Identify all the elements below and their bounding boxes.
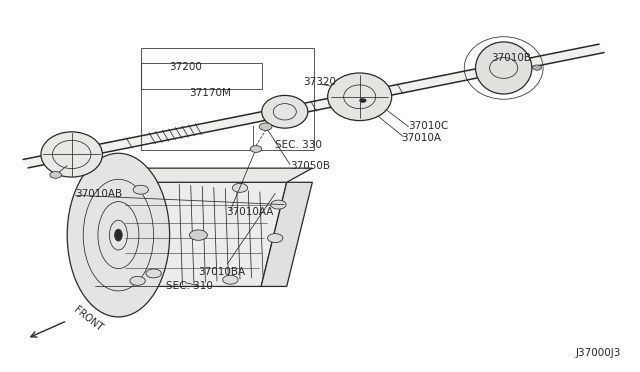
Bar xyxy=(141,48,314,150)
Text: SEC. 330: SEC. 330 xyxy=(275,140,322,150)
Ellipse shape xyxy=(41,132,102,177)
Text: 37010AB: 37010AB xyxy=(76,189,123,199)
Ellipse shape xyxy=(328,73,392,121)
Text: 37010A: 37010A xyxy=(401,134,442,143)
Ellipse shape xyxy=(532,65,541,70)
Ellipse shape xyxy=(262,95,308,128)
Text: 37170M: 37170M xyxy=(189,88,230,98)
Ellipse shape xyxy=(250,145,262,153)
Polygon shape xyxy=(261,182,312,286)
Ellipse shape xyxy=(50,171,61,178)
Ellipse shape xyxy=(223,275,238,284)
Ellipse shape xyxy=(189,230,207,240)
Text: SEC. 310: SEC. 310 xyxy=(166,281,213,291)
Text: J37000J3: J37000J3 xyxy=(575,348,621,358)
Text: 37200: 37200 xyxy=(170,62,202,72)
Ellipse shape xyxy=(271,200,286,209)
Text: FRONT: FRONT xyxy=(72,305,104,333)
Text: 37010B: 37010B xyxy=(492,53,531,62)
Ellipse shape xyxy=(146,269,161,278)
Text: 37010BA: 37010BA xyxy=(198,267,246,276)
Ellipse shape xyxy=(67,153,170,317)
Ellipse shape xyxy=(232,183,248,192)
Ellipse shape xyxy=(115,229,122,241)
Text: 37050B: 37050B xyxy=(290,161,330,170)
Text: 37010AA: 37010AA xyxy=(226,207,273,217)
Ellipse shape xyxy=(133,185,148,194)
Text: 37010C: 37010C xyxy=(408,122,449,131)
Polygon shape xyxy=(120,168,312,182)
Polygon shape xyxy=(95,182,287,286)
Bar xyxy=(141,63,262,89)
Ellipse shape xyxy=(259,123,272,130)
Polygon shape xyxy=(23,44,604,168)
Text: 37320: 37320 xyxy=(303,77,337,87)
Ellipse shape xyxy=(360,99,366,102)
Ellipse shape xyxy=(268,234,283,243)
Ellipse shape xyxy=(130,276,145,285)
Ellipse shape xyxy=(476,42,532,94)
